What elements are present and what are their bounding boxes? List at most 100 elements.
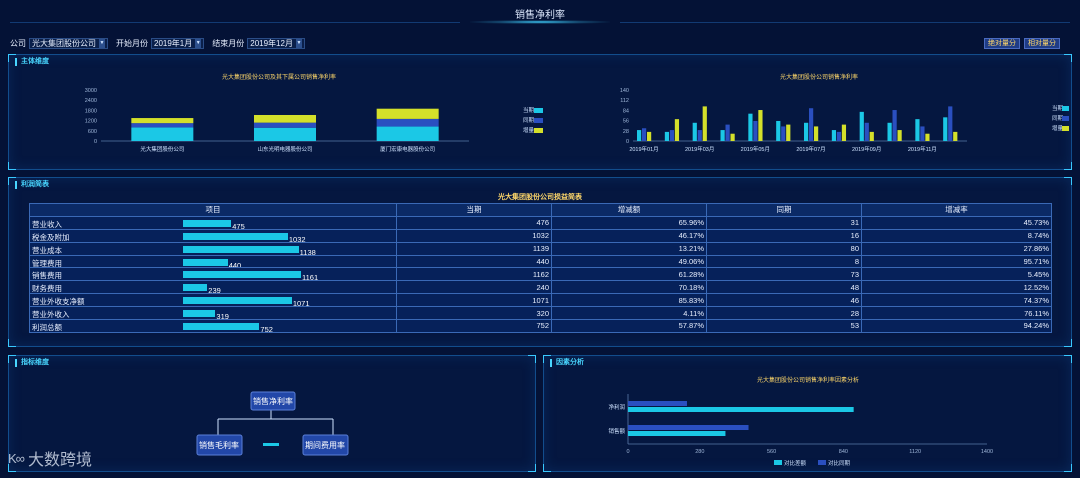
y-tick-label: 1800 <box>85 108 97 114</box>
x-tick-label: 光大集团股份公司 <box>140 145 184 153</box>
cell-change: 70.18% <box>551 280 707 295</box>
x-tick-label: 2019年05月 <box>741 145 770 153</box>
legend-label: 当期 <box>1052 104 1064 112</box>
bar <box>730 133 735 141</box>
legend-swatch <box>534 128 543 133</box>
project-bar <box>183 284 208 292</box>
bar <box>804 122 809 141</box>
bar <box>943 117 948 141</box>
col-header: 同期 <box>706 203 862 217</box>
legend-label: 当期 <box>523 106 535 114</box>
project-cell: 营业外收入 319 <box>29 306 397 321</box>
cell-change: 61.28% <box>551 267 707 282</box>
x-tick-label: 840 <box>839 449 848 455</box>
bar-segment <box>254 127 316 141</box>
panel-title: 因素分析 <box>550 359 584 367</box>
project-name: 管理费用 <box>32 258 62 268</box>
bar <box>637 130 642 141</box>
bar-segment <box>376 118 439 127</box>
x-tick-label: 山东光明电器股份公司 <box>257 145 312 153</box>
legend-label: 增量 <box>523 126 535 134</box>
bar <box>831 130 837 141</box>
col-header: 当期 <box>396 203 552 217</box>
page-title: 销售净利率 <box>515 10 565 21</box>
filter-start-select[interactable]: 2019年1月 ▼ <box>151 37 205 49</box>
legend-swatch <box>1062 106 1069 111</box>
filter-end-select[interactable]: 2019年12月 ▼ <box>247 37 305 49</box>
project-bar-value: 752 <box>260 325 273 333</box>
cell-current: 440 <box>396 254 552 269</box>
table-row: 营业外收入 319 320 4.11% 28 76.11% <box>29 306 1052 321</box>
project-name: 销售费用 <box>32 271 62 281</box>
cell-change: 46.17% <box>551 228 707 243</box>
cell-rate: 8.74% <box>861 228 1052 243</box>
project-cell: 管理费用 440 <box>29 254 397 269</box>
chart-title: 光大集团股份公司销售净利率因素分析 <box>757 376 859 384</box>
project-name: 营业外收入 <box>32 310 70 320</box>
bar <box>776 120 781 141</box>
bar <box>864 122 869 141</box>
project-name: 利润总额 <box>32 323 62 333</box>
bar <box>692 122 697 141</box>
panel-title: 指标维度 <box>15 359 49 367</box>
cell-rate: 94.24% <box>861 319 1052 333</box>
y-tick-label: 净利润 <box>608 403 625 411</box>
table-row: 营业外收支净额 1071 1071 85.83% 46 74.37% <box>29 293 1052 308</box>
x-tick-label: 560 <box>767 449 776 455</box>
filter-end-value: 2019年12月 <box>250 38 293 48</box>
tree-right[interactable]: 期间费用率 <box>305 440 345 450</box>
cell-current: 1139 <box>396 241 552 256</box>
project-cell: 营业外收支净额 1071 <box>29 293 397 308</box>
bar <box>869 131 874 141</box>
cell-current: 1162 <box>396 267 552 282</box>
bar <box>628 425 749 430</box>
legend-swatch <box>534 118 543 123</box>
relative-button[interactable]: 相对量分 <box>1024 38 1060 49</box>
bar-segment <box>254 122 316 128</box>
cell-current: 1071 <box>396 293 552 308</box>
col-header: 项目 <box>29 203 397 217</box>
bar <box>859 111 864 141</box>
filter-company-select[interactable]: 光大集团股份公司 ▼ <box>29 37 108 49</box>
tree-left[interactable]: 销售毛利率 <box>199 440 239 450</box>
legend-label: 增量 <box>1052 124 1064 132</box>
filter-bar: 公司 光大集团股份公司 ▼ 开始月份 2019年1月 ▼ 结束月份 2019年1… <box>10 36 313 50</box>
bar-segment <box>376 108 439 119</box>
project-name: 营业收入 <box>32 219 62 229</box>
col-header: 增减率 <box>861 203 1052 217</box>
project-name: 营业外收支净额 <box>32 297 85 307</box>
project-bar <box>183 232 288 240</box>
tree-root[interactable]: 销售净利率 <box>253 396 293 406</box>
filter-start-label: 开始月份 <box>116 38 148 48</box>
profit-table: 项目 当期 增减额 同期 增减率 营业收入 475 476 65.96% 31 45.73… <box>29 203 1052 333</box>
cell-change: 85.83% <box>551 293 707 308</box>
table-title: 光大集团股份公司损益简表 <box>498 194 582 201</box>
filter-start-value: 2019年1月 <box>154 38 193 48</box>
absolute-button[interactable]: 绝对量分 <box>984 38 1020 49</box>
indicator-dimension-panel: 指标维度 销售净利率 销售毛利率 期间费用率 <box>8 355 536 472</box>
stacked-bar-chart: 光大集团股份公司及其下属公司销售净利率 3000 2400 1800 1200 600 0 光… <box>85 73 543 153</box>
x-tick-label: 1120 <box>909 449 921 455</box>
cell-current: 320 <box>396 306 552 321</box>
cell-prior: 28 <box>706 306 862 321</box>
cell-change: 65.96% <box>551 215 707 230</box>
cell-change: 4.11% <box>551 306 707 321</box>
cell-prior: 53 <box>706 319 862 333</box>
cell-rate: 12.52% <box>861 280 1052 295</box>
x-tick-label: 厦门宏康电器股份公司 <box>380 145 435 153</box>
cell-rate: 5.45% <box>861 267 1052 282</box>
legend-label: 对比同期 <box>828 459 851 467</box>
title-glow <box>470 20 610 24</box>
bar <box>642 128 647 141</box>
profit-table-panel: 利润简表 光大集团股份公司损益简表 项目 当期 增减额 同期 增减率 营业收入 4… <box>8 177 1072 347</box>
bar <box>892 110 897 141</box>
bar <box>758 110 763 141</box>
bar <box>669 130 675 141</box>
y-tick-label: 2400 <box>85 98 97 104</box>
cell-prior: 46 <box>706 293 862 308</box>
cell-current: 240 <box>396 280 552 295</box>
project-name: 营业成本 <box>32 245 62 255</box>
bar <box>628 407 854 412</box>
bar <box>920 126 925 141</box>
legend-label: 对比差额 <box>784 459 807 467</box>
